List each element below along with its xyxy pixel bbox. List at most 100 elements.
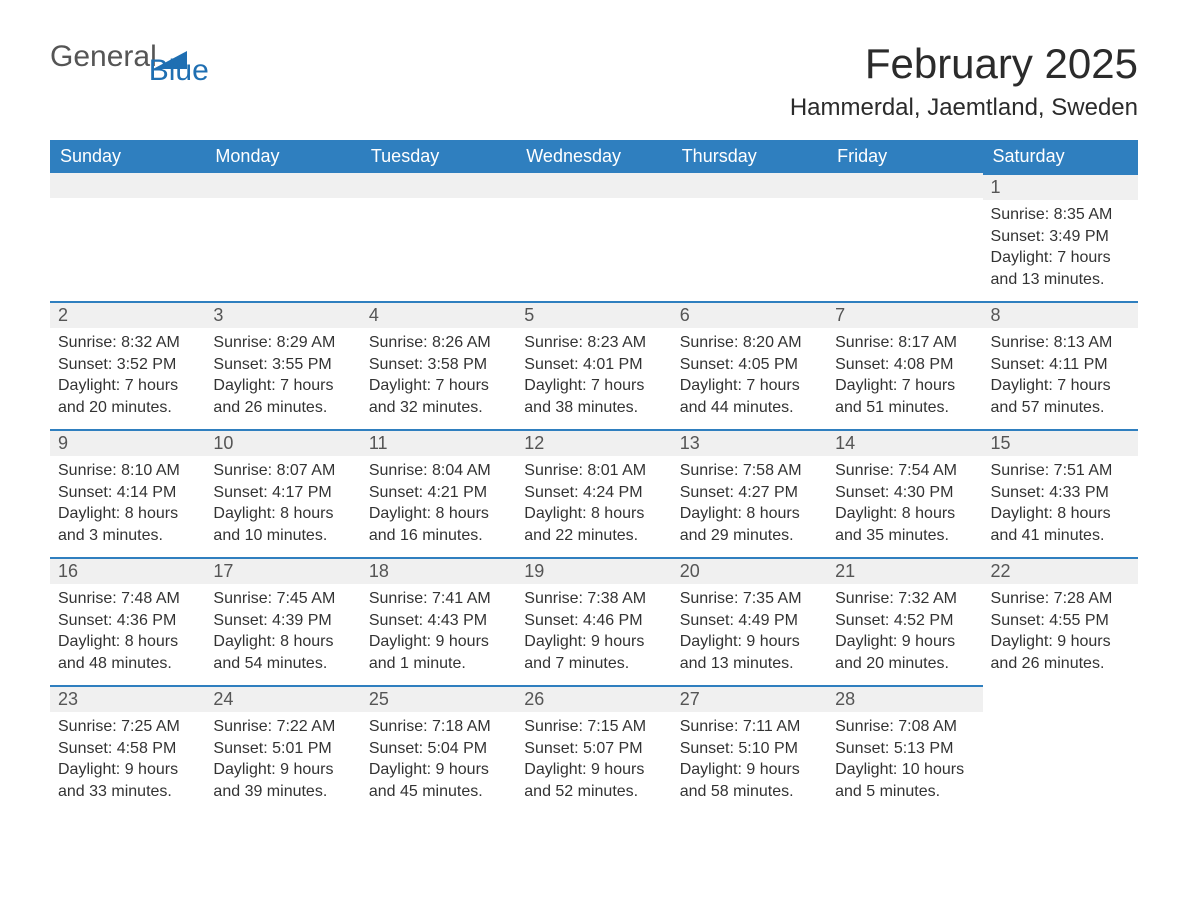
day-body: Sunrise: 7:58 AMSunset: 4:27 PMDaylight:… [672, 456, 827, 554]
sunset: Sunset: 4:33 PM [991, 482, 1130, 504]
calendar-cell [205, 173, 360, 301]
sunset: Sunset: 5:13 PM [835, 738, 974, 760]
empty-day [827, 173, 982, 198]
title-block: February 2025 Hammerdal, Jaemtland, Swed… [790, 40, 1138, 122]
day-number: 21 [827, 557, 982, 584]
sunrise: Sunrise: 8:17 AM [835, 332, 974, 354]
sunrise: Sunrise: 7:58 AM [680, 460, 819, 482]
day-number: 27 [672, 685, 827, 712]
sunrise: Sunrise: 7:54 AM [835, 460, 974, 482]
sunset: Sunset: 3:55 PM [213, 354, 352, 376]
calendar-cell: 19Sunrise: 7:38 AMSunset: 4:46 PMDayligh… [516, 557, 671, 685]
day-body: Sunrise: 8:07 AMSunset: 4:17 PMDaylight:… [205, 456, 360, 554]
calendar-cell: 8Sunrise: 8:13 AMSunset: 4:11 PMDaylight… [983, 301, 1138, 429]
day-body: Sunrise: 7:41 AMSunset: 4:43 PMDaylight:… [361, 584, 516, 682]
daylight: Daylight: 7 hours and 57 minutes. [991, 375, 1130, 418]
calendar-cell: 28Sunrise: 7:08 AMSunset: 5:13 PMDayligh… [827, 685, 982, 813]
sunset: Sunset: 4:05 PM [680, 354, 819, 376]
logo-text-blue: Blue [149, 54, 209, 88]
daylight: Daylight: 8 hours and 48 minutes. [58, 631, 197, 674]
calendar-cell: 24Sunrise: 7:22 AMSunset: 5:01 PMDayligh… [205, 685, 360, 813]
daylight: Daylight: 7 hours and 20 minutes. [58, 375, 197, 418]
sunset: Sunset: 5:07 PM [524, 738, 663, 760]
day-number: 14 [827, 429, 982, 456]
day-number: 15 [983, 429, 1138, 456]
day-number: 7 [827, 301, 982, 328]
sunset: Sunset: 4:30 PM [835, 482, 974, 504]
daylight: Daylight: 9 hours and 52 minutes. [524, 759, 663, 802]
daylight: Daylight: 9 hours and 13 minutes. [680, 631, 819, 674]
sunrise: Sunrise: 8:01 AM [524, 460, 663, 482]
sunrise: Sunrise: 8:13 AM [991, 332, 1130, 354]
calendar-cell: 17Sunrise: 7:45 AMSunset: 4:39 PMDayligh… [205, 557, 360, 685]
sunrise: Sunrise: 8:35 AM [991, 204, 1130, 226]
weekday-header: Sunday [50, 140, 205, 173]
sunrise: Sunrise: 8:07 AM [213, 460, 352, 482]
daylight: Daylight: 8 hours and 35 minutes. [835, 503, 974, 546]
calendar-cell: 11Sunrise: 8:04 AMSunset: 4:21 PMDayligh… [361, 429, 516, 557]
daylight: Daylight: 9 hours and 20 minutes. [835, 631, 974, 674]
calendar-cell: 27Sunrise: 7:11 AMSunset: 5:10 PMDayligh… [672, 685, 827, 813]
day-number: 2 [50, 301, 205, 328]
calendar-cell [827, 173, 982, 301]
daylight: Daylight: 9 hours and 7 minutes. [524, 631, 663, 674]
calendar-cell: 9Sunrise: 8:10 AMSunset: 4:14 PMDaylight… [50, 429, 205, 557]
daylight: Daylight: 8 hours and 3 minutes. [58, 503, 197, 546]
sunrise: Sunrise: 7:38 AM [524, 588, 663, 610]
day-body: Sunrise: 8:13 AMSunset: 4:11 PMDaylight:… [983, 328, 1138, 426]
empty-day [205, 173, 360, 198]
day-number: 6 [672, 301, 827, 328]
daylight: Daylight: 9 hours and 33 minutes. [58, 759, 197, 802]
day-body: Sunrise: 7:25 AMSunset: 4:58 PMDaylight:… [50, 712, 205, 810]
sunrise: Sunrise: 8:10 AM [58, 460, 197, 482]
day-number: 11 [361, 429, 516, 456]
sunset: Sunset: 4:08 PM [835, 354, 974, 376]
day-number: 23 [50, 685, 205, 712]
calendar-cell: 12Sunrise: 8:01 AMSunset: 4:24 PMDayligh… [516, 429, 671, 557]
sunset: Sunset: 4:14 PM [58, 482, 197, 504]
calendar-cell: 10Sunrise: 8:07 AMSunset: 4:17 PMDayligh… [205, 429, 360, 557]
weekday-header: Saturday [983, 140, 1138, 173]
sunset: Sunset: 4:01 PM [524, 354, 663, 376]
weekday-header: Friday [827, 140, 982, 173]
sunset: Sunset: 4:58 PM [58, 738, 197, 760]
calendar-cell: 6Sunrise: 8:20 AMSunset: 4:05 PMDaylight… [672, 301, 827, 429]
day-body: Sunrise: 8:17 AMSunset: 4:08 PMDaylight:… [827, 328, 982, 426]
sunset: Sunset: 4:36 PM [58, 610, 197, 632]
calendar-cell [983, 685, 1138, 813]
day-number: 18 [361, 557, 516, 584]
day-body: Sunrise: 8:32 AMSunset: 3:52 PMDaylight:… [50, 328, 205, 426]
day-number: 19 [516, 557, 671, 584]
day-body: Sunrise: 8:26 AMSunset: 3:58 PMDaylight:… [361, 328, 516, 426]
sunrise: Sunrise: 8:20 AM [680, 332, 819, 354]
calendar-week: 2Sunrise: 8:32 AMSunset: 3:52 PMDaylight… [50, 301, 1138, 429]
daylight: Daylight: 7 hours and 32 minutes. [369, 375, 508, 418]
calendar-cell: 14Sunrise: 7:54 AMSunset: 4:30 PMDayligh… [827, 429, 982, 557]
sunrise: Sunrise: 7:18 AM [369, 716, 508, 738]
sunset: Sunset: 5:10 PM [680, 738, 819, 760]
day-body: Sunrise: 8:23 AMSunset: 4:01 PMDaylight:… [516, 328, 671, 426]
weekday-header: Monday [205, 140, 360, 173]
day-number: 22 [983, 557, 1138, 584]
day-number: 16 [50, 557, 205, 584]
empty-day [672, 173, 827, 198]
day-body: Sunrise: 7:18 AMSunset: 5:04 PMDaylight:… [361, 712, 516, 810]
sunset: Sunset: 5:04 PM [369, 738, 508, 760]
calendar-header-row: SundayMondayTuesdayWednesdayThursdayFrid… [50, 140, 1138, 173]
page-title: February 2025 [790, 40, 1138, 88]
calendar-cell: 18Sunrise: 7:41 AMSunset: 4:43 PMDayligh… [361, 557, 516, 685]
daylight: Daylight: 7 hours and 13 minutes. [991, 247, 1130, 290]
daylight: Daylight: 8 hours and 41 minutes. [991, 503, 1130, 546]
day-number: 25 [361, 685, 516, 712]
day-body: Sunrise: 7:54 AMSunset: 4:30 PMDaylight:… [827, 456, 982, 554]
day-body: Sunrise: 8:20 AMSunset: 4:05 PMDaylight:… [672, 328, 827, 426]
sunset: Sunset: 4:55 PM [991, 610, 1130, 632]
day-number: 8 [983, 301, 1138, 328]
day-body: Sunrise: 7:45 AMSunset: 4:39 PMDaylight:… [205, 584, 360, 682]
sunrise: Sunrise: 8:32 AM [58, 332, 197, 354]
weekday-header: Wednesday [516, 140, 671, 173]
daylight: Daylight: 7 hours and 26 minutes. [213, 375, 352, 418]
sunset: Sunset: 3:58 PM [369, 354, 508, 376]
day-body: Sunrise: 7:28 AMSunset: 4:55 PMDaylight:… [983, 584, 1138, 682]
calendar-cell: 13Sunrise: 7:58 AMSunset: 4:27 PMDayligh… [672, 429, 827, 557]
